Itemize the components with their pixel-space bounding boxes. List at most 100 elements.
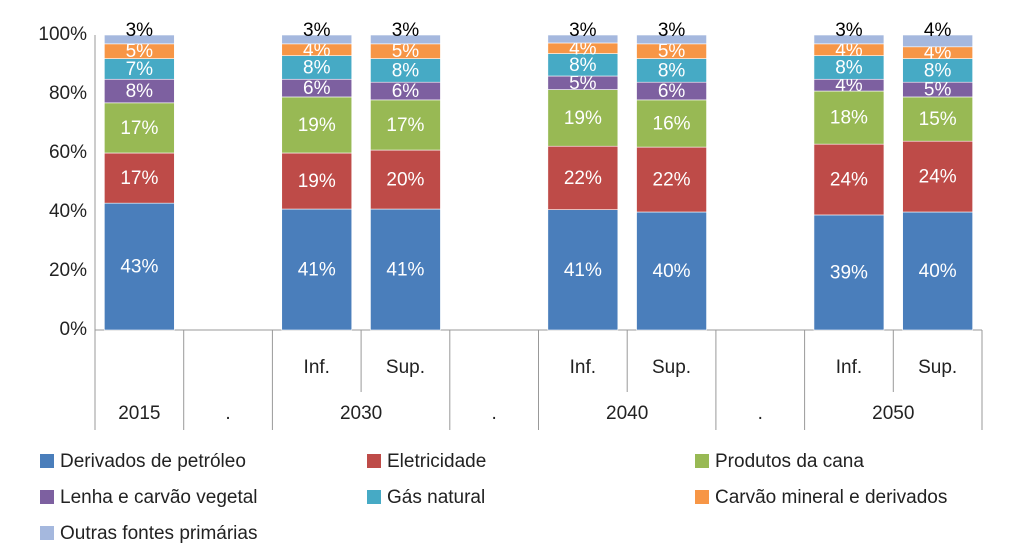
legend-swatch [695,454,709,468]
y-tick-label: 0% [60,319,88,340]
x-tick-label: Inf. [836,357,862,378]
group-label: . [225,403,230,424]
data-label: 8% [569,55,597,76]
data-label: 3% [392,20,420,41]
bar-segment [104,34,175,45]
data-label: 8% [392,60,420,81]
data-label: 43% [120,257,158,278]
data-label: 15% [919,109,957,130]
data-label: 22% [564,168,602,189]
bar-segment [547,145,619,210]
group-label: 2040 [606,403,648,424]
bar-segment [636,146,707,213]
legend-swatch [367,490,381,504]
y-tick-label: 20% [49,260,87,281]
bar-segment [547,209,619,331]
legend-label: Carvão mineral e derivados [715,487,947,508]
bar-segment [547,89,619,147]
data-label: 22% [653,170,691,191]
group-label: 2050 [872,403,914,424]
data-label: 41% [564,260,602,281]
bar-segment [902,211,973,331]
x-tick-label: Sup. [652,357,691,378]
bar-segment [370,149,441,210]
legend-label: Eletricidade [387,451,486,472]
legend-label: Derivados de petróleo [60,451,246,472]
legend-swatch [40,454,54,468]
data-label: 4% [835,40,863,61]
bar-segment [370,99,441,151]
group-label: 2030 [340,403,382,424]
legend-swatch [40,526,54,540]
bar-segment [902,140,973,213]
y-tick-label: 80% [49,83,87,104]
data-label: 3% [835,20,863,41]
bar-segment [636,99,707,148]
group-label: . [758,403,763,424]
legend-label: Outras fontes primárias [60,523,257,544]
bar-segment [370,34,441,45]
data-label: 8% [835,57,863,78]
data-label: 5% [126,41,154,62]
data-label: 41% [386,260,424,281]
data-label: 39% [830,262,868,283]
group-label: . [492,403,497,424]
data-label: 3% [303,20,331,41]
bar-segment [281,152,353,210]
data-label: 8% [658,60,686,81]
data-label: 3% [569,20,597,41]
y-tick-label: 60% [49,142,87,163]
data-label: 5% [392,41,420,62]
data-label: 4% [303,40,331,61]
data-label: 6% [658,81,686,102]
data-label: 17% [120,168,158,189]
x-tick-label: Inf. [570,357,596,378]
data-label: 5% [569,73,597,94]
data-label: 3% [658,20,686,41]
legend-label: Gás natural [387,487,485,508]
data-label: 17% [120,118,158,139]
data-label: 5% [924,80,952,101]
data-label: 4% [835,75,863,96]
bar-segment [813,214,885,331]
data-label: 6% [303,78,331,99]
bar-segment [104,202,175,331]
bar-segment [104,102,175,154]
data-label: 7% [126,59,154,80]
bar-segment [281,96,353,154]
x-tick-label: Inf. [304,357,330,378]
bar-segment [902,96,973,142]
bar-segment [547,34,619,44]
data-label: 19% [298,171,336,192]
bar-segment [902,34,973,48]
data-label: 8% [924,60,952,81]
bar-segment [813,34,885,45]
legend-swatch [40,490,54,504]
data-label: 16% [653,114,691,135]
x-tick-label: Sup. [918,357,957,378]
legend-label: Produtos da cana [715,451,864,472]
data-label: 41% [298,260,336,281]
legend-label: Lenha e carvão vegetal [60,487,258,508]
data-label: 8% [126,81,154,102]
data-label: 18% [830,108,868,129]
data-label: 24% [919,167,957,188]
bar-segment [370,208,441,331]
y-tick-label: 100% [38,24,87,45]
data-label: 40% [653,261,691,282]
data-label: 17% [386,115,424,136]
data-label: 8% [303,57,331,78]
group-label: 2015 [118,403,160,424]
data-label: 19% [298,115,336,136]
y-tick-label: 40% [49,201,87,222]
data-label: 4% [924,20,952,41]
data-label: 4% [569,38,597,59]
bar-segment [636,211,707,331]
data-label: 5% [658,41,686,62]
data-label: 20% [386,170,424,191]
x-tick-label: Sup. [386,357,425,378]
bar-segment [281,208,353,331]
bar-segment [813,90,885,145]
data-label: 4% [924,43,952,64]
bar-segment [813,143,885,216]
